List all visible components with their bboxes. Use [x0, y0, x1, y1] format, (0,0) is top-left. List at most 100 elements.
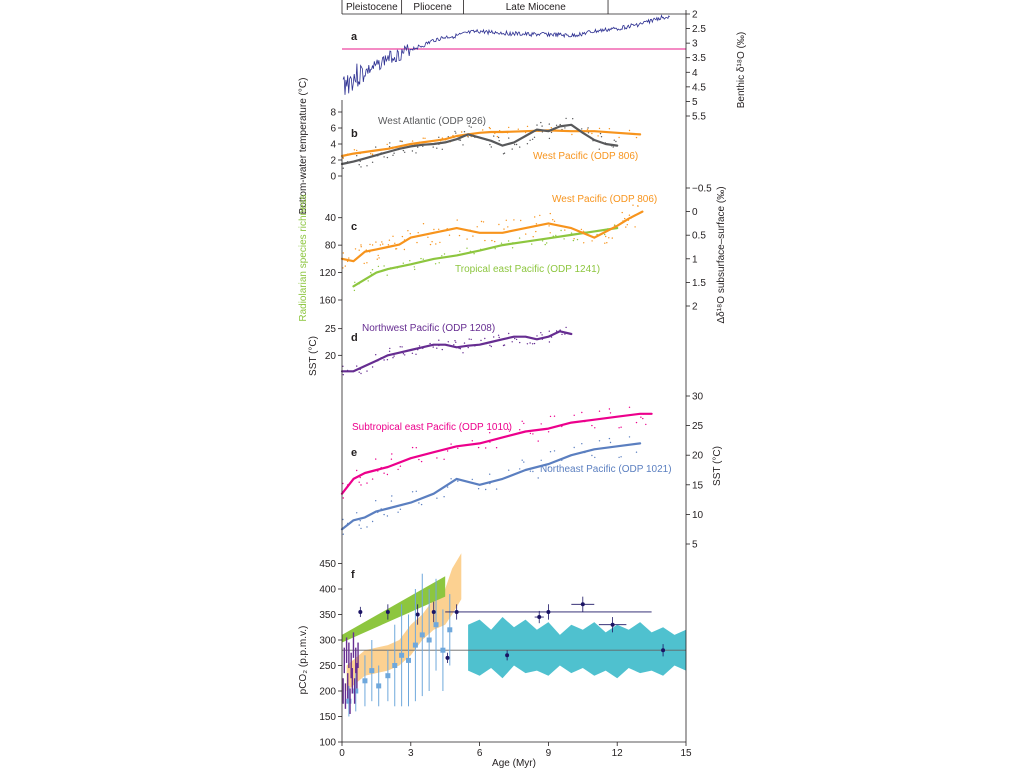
data-point	[411, 140, 414, 142]
data-point	[502, 153, 505, 155]
data-point	[485, 488, 487, 491]
temp-tick-label: 6	[330, 124, 336, 135]
data-point	[505, 653, 510, 658]
data-point	[356, 469, 358, 472]
data-point	[375, 458, 377, 460]
data-point	[445, 655, 450, 660]
data-point	[455, 341, 457, 343]
data-point	[529, 432, 532, 435]
data-point	[514, 337, 516, 340]
data-point	[370, 272, 372, 274]
data-point	[418, 458, 420, 461]
data-point	[498, 336, 500, 339]
data-point	[386, 274, 388, 276]
data-point	[553, 220, 556, 222]
data-point	[604, 242, 606, 244]
data-point	[531, 343, 534, 345]
data-point	[642, 417, 644, 420]
data-point	[401, 235, 404, 238]
data-point	[561, 333, 563, 336]
panel-c-radiolarian-richness: 40 80 120 160 −0.5 0 0.5 1 1.5 2 c West Pacific (OD…	[298, 184, 727, 324]
data-point	[508, 469, 510, 471]
data-point	[468, 338, 470, 340]
data-point	[587, 132, 590, 134]
data-point	[342, 167, 344, 169]
data-point	[360, 246, 362, 248]
green-band	[342, 576, 446, 643]
data-point	[493, 336, 495, 338]
data-point	[397, 511, 399, 513]
x-axis: 0 3 6 9 12 15 Age (Myr)	[339, 741, 692, 768]
x-tick-label: 0	[339, 748, 345, 759]
data-point	[628, 214, 631, 216]
data-point	[379, 244, 382, 246]
data-point	[661, 648, 666, 653]
data-point	[498, 223, 500, 226]
richness-tick-label: 160	[319, 296, 336, 307]
dd18o-tick-label: 0.5	[692, 231, 706, 242]
data-point	[395, 248, 397, 250]
data-point	[536, 335, 538, 337]
data-point	[363, 262, 365, 265]
data-point	[385, 673, 391, 679]
data-point	[443, 458, 445, 460]
data-point	[518, 237, 521, 239]
data-point	[628, 129, 631, 132]
data-point	[529, 342, 531, 344]
data-point	[519, 341, 521, 344]
data-point	[440, 647, 446, 653]
data-point	[598, 440, 601, 442]
data-point	[553, 415, 556, 417]
data-point	[581, 443, 583, 445]
data-point	[489, 473, 491, 475]
data-point	[422, 145, 424, 147]
data-point	[371, 520, 374, 523]
data-point	[489, 432, 491, 434]
data-point	[637, 205, 639, 207]
y-axis-title: SST (°C)	[308, 336, 319, 376]
data-point	[466, 238, 468, 240]
data-point	[359, 476, 361, 479]
data-point	[505, 219, 507, 221]
data-point	[490, 146, 492, 148]
data-point	[383, 472, 385, 474]
epoch-label: Pleistocene	[346, 2, 398, 13]
data-point	[400, 140, 402, 142]
data-point	[537, 615, 542, 620]
data-point	[399, 652, 405, 658]
data-point	[489, 143, 491, 146]
data-point	[525, 233, 527, 235]
data-point	[356, 155, 358, 157]
data-point	[359, 520, 361, 522]
data-point	[454, 340, 456, 342]
data-point	[404, 151, 406, 153]
data-point	[515, 143, 518, 146]
data-point	[519, 146, 521, 148]
data-point	[508, 137, 510, 139]
series-line-northeast-pacific	[340, 442, 642, 531]
data-point	[470, 126, 472, 128]
data-point	[598, 410, 601, 412]
data-point	[507, 226, 509, 228]
data-point	[497, 136, 500, 139]
data-point	[608, 128, 611, 130]
data-point	[548, 123, 550, 125]
data-point	[342, 482, 344, 485]
data-point	[531, 138, 534, 140]
data-point	[564, 127, 566, 129]
data-point	[411, 150, 414, 152]
data-point	[387, 244, 390, 246]
data-point	[402, 262, 404, 264]
data-point	[447, 627, 453, 633]
panel-letter: f	[351, 569, 355, 581]
data-point	[549, 212, 551, 215]
data-point	[342, 252, 344, 254]
data-point	[433, 228, 435, 231]
pco2-tick-label: 350	[319, 610, 336, 621]
data-point	[547, 466, 550, 468]
data-point	[640, 416, 642, 418]
data-point	[386, 156, 389, 159]
data-point	[342, 497, 344, 499]
data-point	[599, 132, 602, 135]
